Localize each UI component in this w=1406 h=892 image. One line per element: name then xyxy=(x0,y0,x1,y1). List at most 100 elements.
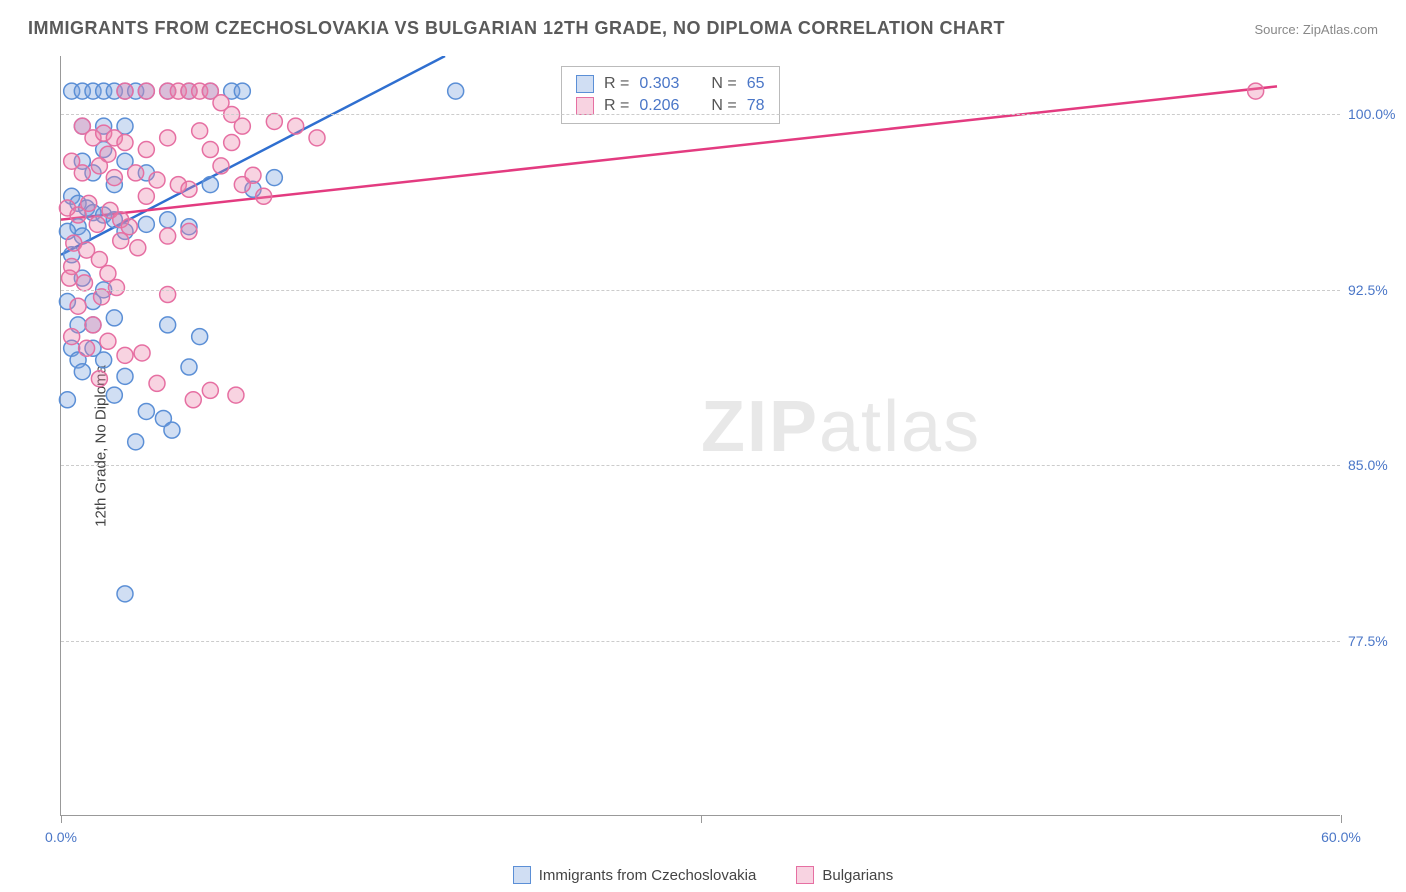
point-bulg xyxy=(224,135,240,151)
point-bulg xyxy=(100,333,116,349)
point-czech xyxy=(181,359,197,375)
point-bulg xyxy=(70,298,86,314)
source-value: ZipAtlas.com xyxy=(1303,22,1378,37)
stat-n-label: N = xyxy=(711,75,736,93)
point-bulg xyxy=(91,371,107,387)
stat-row-czech: R = 0.303 N = 65 xyxy=(576,73,765,95)
point-bulg xyxy=(138,83,154,99)
point-bulg xyxy=(128,165,144,181)
stat-r-value: 0.303 xyxy=(639,75,679,93)
point-bulg xyxy=(106,170,122,186)
point-czech xyxy=(138,403,154,419)
point-czech xyxy=(192,329,208,345)
point-czech xyxy=(202,177,218,193)
gridline xyxy=(61,641,1340,642)
point-bulg xyxy=(79,340,95,356)
point-bulg xyxy=(228,387,244,403)
x-tick xyxy=(701,815,702,823)
legend-item-czech: Immigrants from Czechoslovakia xyxy=(513,866,757,884)
point-czech xyxy=(448,83,464,99)
point-bulg xyxy=(138,188,154,204)
gridline xyxy=(61,465,1340,466)
point-bulg xyxy=(181,223,197,239)
chart-area: ZIPatlas R = 0.303N = 65R = 0.206N = 78 … xyxy=(60,56,1340,816)
point-czech xyxy=(74,364,90,380)
header: IMMIGRANTS FROM CZECHOSLOVAKIA VS BULGAR… xyxy=(28,18,1378,39)
point-bulg xyxy=(74,165,90,181)
point-bulg xyxy=(245,167,261,183)
point-bulg xyxy=(181,181,197,197)
point-bulg xyxy=(256,188,272,204)
y-tick-label: 92.5% xyxy=(1348,282,1406,298)
legend-label-bulg: Bulgarians xyxy=(822,867,893,884)
point-bulg xyxy=(108,280,124,296)
point-bulg xyxy=(202,382,218,398)
stat-r-label: R = xyxy=(604,97,629,115)
point-bulg xyxy=(91,251,107,267)
point-bulg xyxy=(64,329,80,345)
y-tick-label: 77.5% xyxy=(1348,633,1406,649)
point-bulg xyxy=(85,317,101,333)
point-czech xyxy=(234,83,250,99)
point-czech xyxy=(117,368,133,384)
stat-r-label: R = xyxy=(604,75,629,93)
stat-n-value: 65 xyxy=(747,75,765,93)
point-bulg xyxy=(117,135,133,151)
bottom-legend: Immigrants from Czechoslovakia Bulgarian… xyxy=(0,866,1406,884)
source: Source: ZipAtlas.com xyxy=(1254,21,1378,39)
x-tick xyxy=(1341,815,1342,823)
point-czech xyxy=(160,212,176,228)
x-tick-label: 60.0% xyxy=(1321,829,1361,845)
point-bulg xyxy=(130,240,146,256)
gridline xyxy=(61,114,1340,115)
x-tick xyxy=(61,815,62,823)
point-czech xyxy=(106,310,122,326)
legend-item-bulg: Bulgarians xyxy=(796,866,893,884)
chart-title: IMMIGRANTS FROM CZECHOSLOVAKIA VS BULGAR… xyxy=(28,18,1005,39)
point-czech xyxy=(160,317,176,333)
point-bulg xyxy=(138,142,154,158)
point-czech xyxy=(106,387,122,403)
point-czech xyxy=(164,422,180,438)
gridline xyxy=(61,290,1340,291)
point-bulg xyxy=(89,216,105,232)
point-czech xyxy=(117,586,133,602)
stat-swatch-icon xyxy=(576,75,594,93)
point-bulg xyxy=(149,172,165,188)
point-bulg xyxy=(192,123,208,139)
point-bulg xyxy=(91,158,107,174)
point-bulg xyxy=(266,113,282,129)
stat-swatch-icon xyxy=(576,97,594,115)
point-bulg xyxy=(62,270,78,286)
point-bulg xyxy=(160,228,176,244)
point-bulg xyxy=(160,130,176,146)
point-bulg xyxy=(81,195,97,211)
y-tick-label: 100.0% xyxy=(1348,106,1406,122)
point-bulg xyxy=(213,158,229,174)
point-bulg xyxy=(117,83,133,99)
point-bulg xyxy=(76,275,92,291)
point-bulg xyxy=(94,289,110,305)
point-bulg xyxy=(149,375,165,391)
point-czech xyxy=(266,170,282,186)
swatch-bulg-icon xyxy=(796,866,814,884)
legend-label-czech: Immigrants from Czechoslovakia xyxy=(539,867,757,884)
point-bulg xyxy=(134,345,150,361)
point-bulg xyxy=(202,142,218,158)
stat-n-label: N = xyxy=(711,97,736,115)
point-czech xyxy=(138,216,154,232)
point-bulg xyxy=(113,233,129,249)
stat-n-value: 78 xyxy=(747,97,765,115)
point-bulg xyxy=(288,118,304,134)
y-tick-label: 85.0% xyxy=(1348,457,1406,473)
point-bulg xyxy=(1248,83,1264,99)
point-bulg xyxy=(185,392,201,408)
point-czech xyxy=(96,352,112,368)
point-bulg xyxy=(234,118,250,134)
point-czech xyxy=(128,434,144,450)
point-bulg xyxy=(121,219,137,235)
point-bulg xyxy=(309,130,325,146)
stat-r-value: 0.206 xyxy=(639,97,679,115)
scatter-plot xyxy=(61,56,1341,816)
point-bulg xyxy=(117,347,133,363)
